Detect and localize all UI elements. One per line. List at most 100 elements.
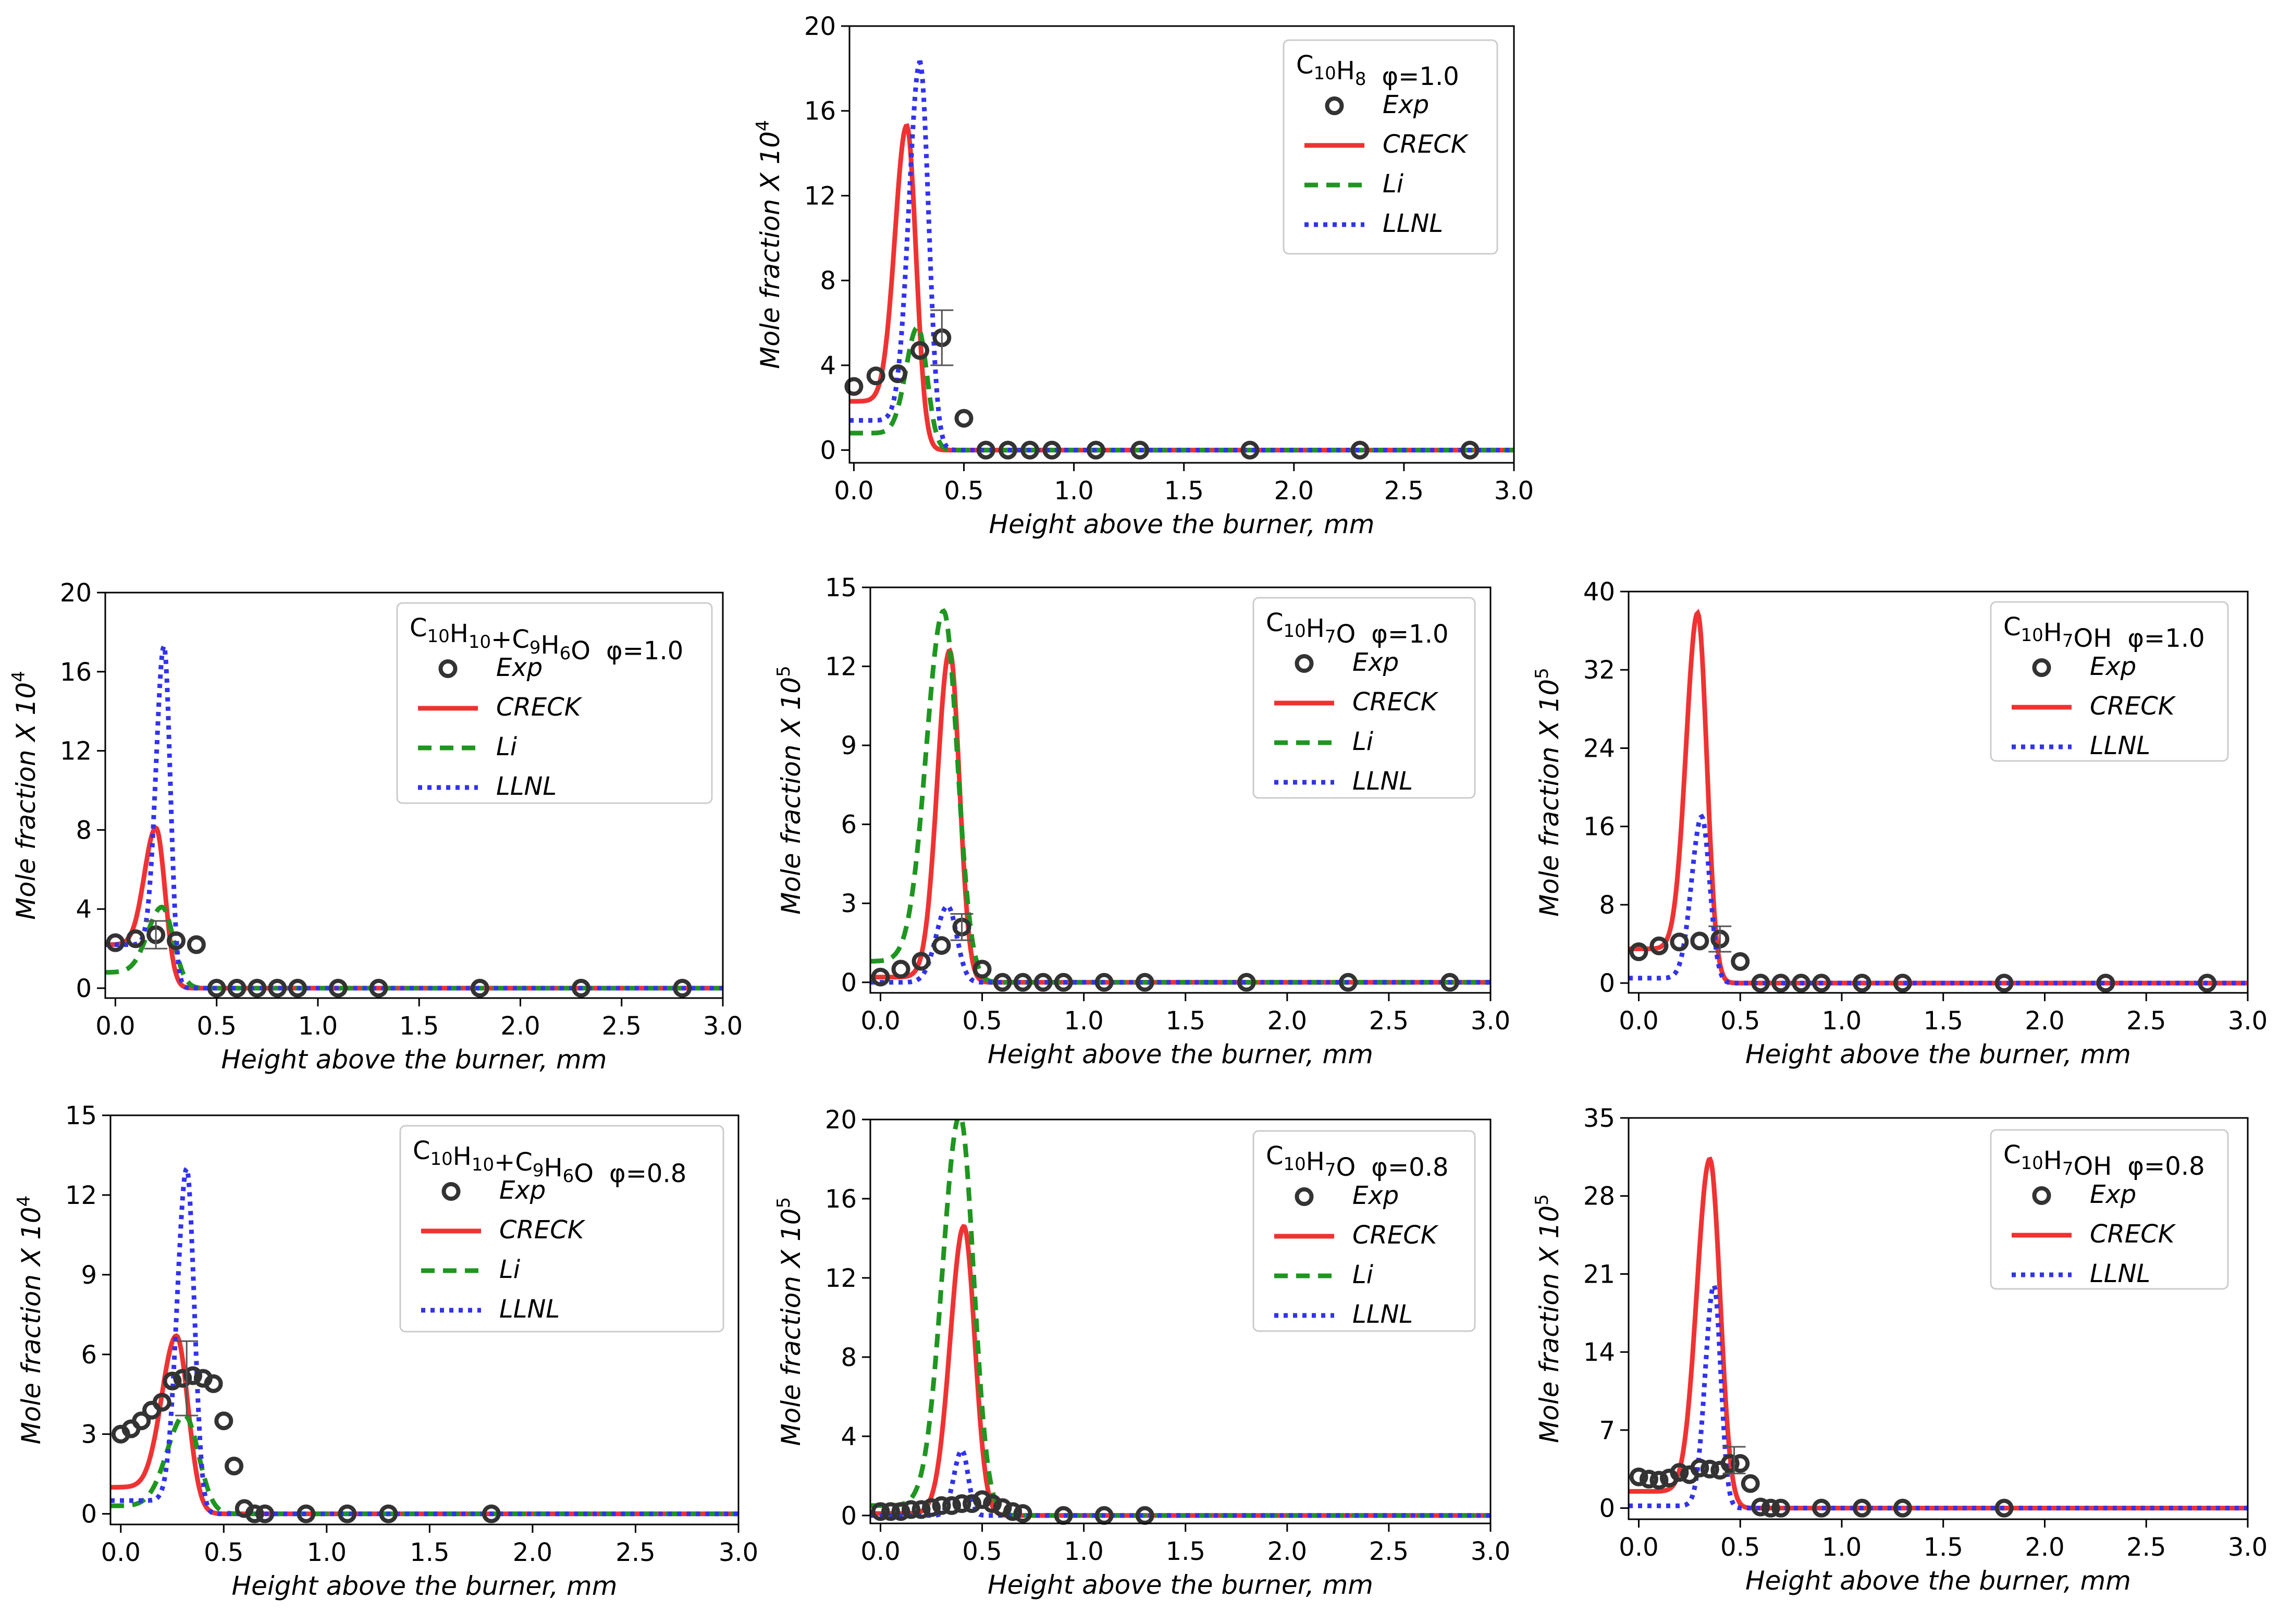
exp-point	[227, 979, 247, 998]
x-tick-label: 2.5	[602, 1012, 642, 1041]
y-tick-label: 8	[1599, 891, 1615, 920]
legend-title: C10H7OH φ=0.8	[2003, 1140, 2205, 1181]
x-tick-label: 0.0	[860, 1006, 900, 1036]
x-tick-label: 2.5	[1369, 1537, 1409, 1566]
exp-point	[963, 1494, 982, 1514]
y-tick-label: 0	[820, 436, 836, 465]
y-tick-label: 16	[60, 658, 92, 687]
x-tick-label: 1.5	[1166, 1537, 1205, 1566]
y-tick-label: 15	[65, 1101, 97, 1130]
y-tick-label: 24	[1583, 734, 1615, 763]
y-tick-label: 15	[825, 573, 857, 602]
x-tick-label: 0.5	[962, 1006, 1002, 1036]
legend-label: Exp	[496, 653, 543, 682]
legend-label: Li	[1352, 727, 1374, 756]
exp-point	[1852, 974, 1871, 993]
y-axis-label-text: Mole fraction X 10	[1534, 679, 1564, 917]
y-tick-label: 20	[804, 12, 836, 41]
exp-point	[482, 1504, 501, 1523]
y-axis-label-text: Mole fraction X 10	[11, 682, 41, 920]
error-bar	[144, 920, 168, 950]
series-line-llnl	[870, 1448, 1490, 1518]
y-tick-label: 9	[81, 1261, 97, 1290]
exp-point	[173, 1369, 192, 1388]
exp-point	[871, 967, 890, 987]
x-tick-label: 1.0	[298, 1012, 338, 1041]
axes-frame	[869, 1118, 1492, 1524]
x-tick-label: 3.0	[2228, 1533, 2268, 1562]
x-tick-label: 2.5	[1384, 476, 1424, 506]
series-line-llnl	[1629, 814, 2248, 986]
exp-point	[1893, 1498, 1912, 1518]
y-tick-label: 35	[1583, 1104, 1615, 1133]
series-line-creck	[1629, 609, 2248, 986]
exp-point	[1629, 1467, 1648, 1486]
x-tick-label: 1.5	[1164, 476, 1204, 506]
x-tick-label: 1.0	[307, 1538, 347, 1567]
exp-point	[214, 1411, 233, 1431]
y-axis-label-text: Mole fraction X 10	[1534, 1205, 1564, 1443]
y-axis-exponent: 5	[773, 1197, 794, 1209]
y-tick-label: 8	[820, 266, 836, 296]
exp-point	[1338, 973, 1358, 992]
exp-point	[1771, 974, 1791, 993]
legend-label: Li	[1383, 169, 1404, 199]
x-tick-label: 2.5	[1369, 1006, 1409, 1036]
x-tick-label: 0.0	[860, 1537, 900, 1566]
exp-point	[911, 1500, 931, 1519]
x-tick-label: 0.5	[962, 1537, 1002, 1566]
error-bar	[950, 913, 974, 941]
panel-p1: 0.0 0.5 1.0 1.5 2.0 2.5 3.0 0 4 8 12 16 20 Height abo…	[753, 12, 1534, 539]
y-tick-label: 6	[841, 810, 857, 840]
x-tick-label: 1.5	[399, 1012, 439, 1041]
exp-point	[993, 973, 1012, 992]
exp-point	[1812, 1498, 1831, 1518]
legend-label: LLNL	[499, 1295, 560, 1324]
legend-label: CRECK	[499, 1215, 586, 1245]
exp-point	[972, 1490, 992, 1509]
exp-point	[998, 440, 1017, 460]
exp-point	[204, 1374, 223, 1393]
exp-point	[1812, 974, 1831, 993]
error-bar	[1708, 925, 1732, 953]
exp-point	[1720, 1454, 1740, 1473]
exp-point	[132, 1411, 151, 1431]
panel-p6: 0.0 0.5 1.0 1.5 2.0 2.5 3.0 0 4 8 12 16 20 Height abo…	[773, 1105, 1510, 1600]
legend-title: C10H7O φ=1.0	[1266, 608, 1449, 649]
exp-point	[1670, 1463, 1689, 1482]
panel-p2: 0.0 0.5 1.0 1.5 2.0 2.5 3.0 0 4 8 12 16 20 Height abo…	[8, 579, 743, 1075]
y-axis-label-text: Mole fraction X 10	[755, 131, 785, 369]
exp-point	[2096, 974, 2115, 993]
exp-point	[245, 1504, 264, 1523]
y-axis-label: Mole fraction X 104	[14, 1196, 46, 1445]
error-bar	[1722, 1446, 1746, 1474]
x-tick-label: 1.5	[1924, 1533, 1963, 1562]
legend-phi: φ=1.0	[606, 636, 683, 666]
legend-label: LLNL	[1352, 1300, 1413, 1329]
y-tick-label: 28	[1583, 1182, 1615, 1211]
y-tick-label: 40	[1583, 577, 1615, 607]
y-tick-label: 8	[841, 1343, 857, 1372]
x-tick-label: 0.5	[1720, 1006, 1760, 1036]
x-tick-label: 3.0	[1471, 1006, 1510, 1036]
exp-point	[673, 979, 692, 998]
exp-point	[207, 979, 226, 998]
series-line-li	[849, 325, 1514, 453]
exp-point	[952, 1494, 971, 1514]
series-line-llnl	[110, 1163, 738, 1517]
legend-phi: φ=0.8	[1371, 1153, 1448, 1182]
x-tick-label: 1.5	[1166, 1006, 1205, 1036]
x-tick-label: 2.0	[2025, 1006, 2064, 1036]
x-tick-label: 3.0	[719, 1538, 758, 1567]
y-axis-exponent: 5	[1532, 668, 1553, 679]
legend-phi: φ=0.8	[2127, 1152, 2204, 1181]
y-axis-label: Mole fraction X 104	[753, 120, 785, 369]
x-tick-label: 0.0	[1619, 1006, 1658, 1036]
y-axis-label-text: Mole fraction X 10	[776, 677, 806, 915]
exp-point	[866, 366, 885, 386]
y-tick-label: 12	[60, 737, 92, 766]
exp-point	[255, 1504, 275, 1523]
